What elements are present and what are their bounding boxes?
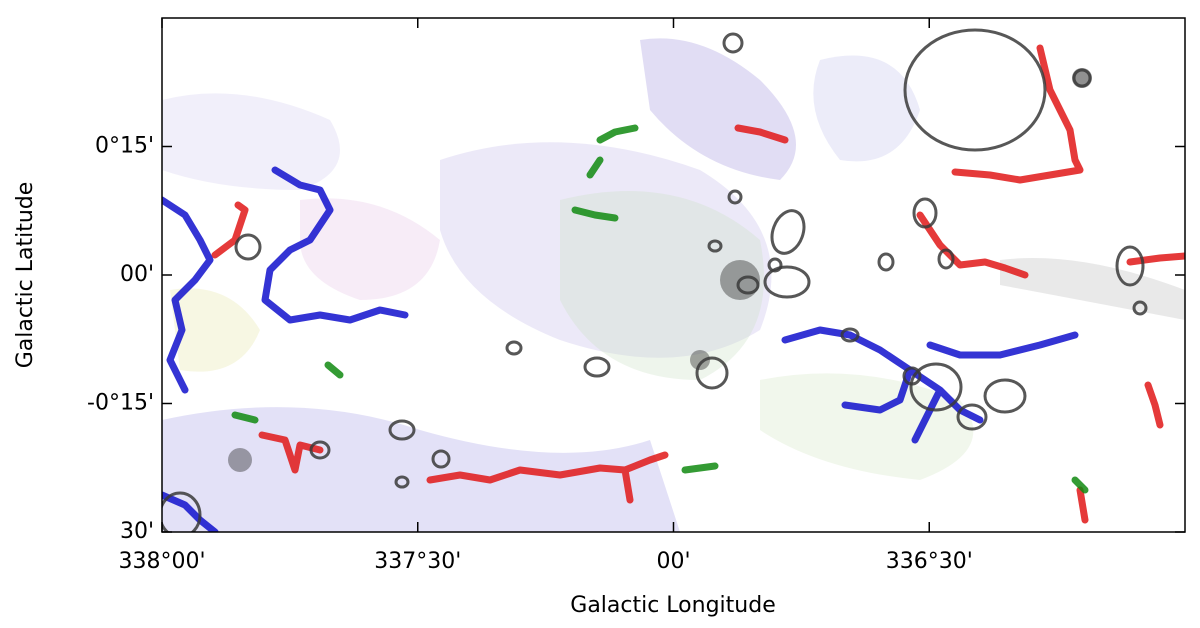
y-tick-label: -0°15' bbox=[87, 391, 154, 416]
x-tick-label: 00' bbox=[656, 549, 690, 574]
x-tick-label: 336°30' bbox=[886, 549, 973, 574]
y-axis-label: Galactic Latitude bbox=[13, 182, 38, 369]
x-tick-label: 337°30' bbox=[374, 549, 461, 574]
x-axis-label: Galactic Longitude bbox=[570, 593, 775, 618]
emission-blobs bbox=[162, 38, 1185, 532]
source-ellipses bbox=[162, 28, 1148, 532]
map-image bbox=[162, 18, 1185, 532]
y-tick-label: 0°15' bbox=[95, 134, 154, 159]
filaments bbox=[162, 44, 1185, 532]
y-tick-label: 00' bbox=[120, 262, 154, 287]
y-tick-label: 30' bbox=[120, 519, 154, 544]
x-tick-label: 338°00' bbox=[118, 549, 205, 574]
